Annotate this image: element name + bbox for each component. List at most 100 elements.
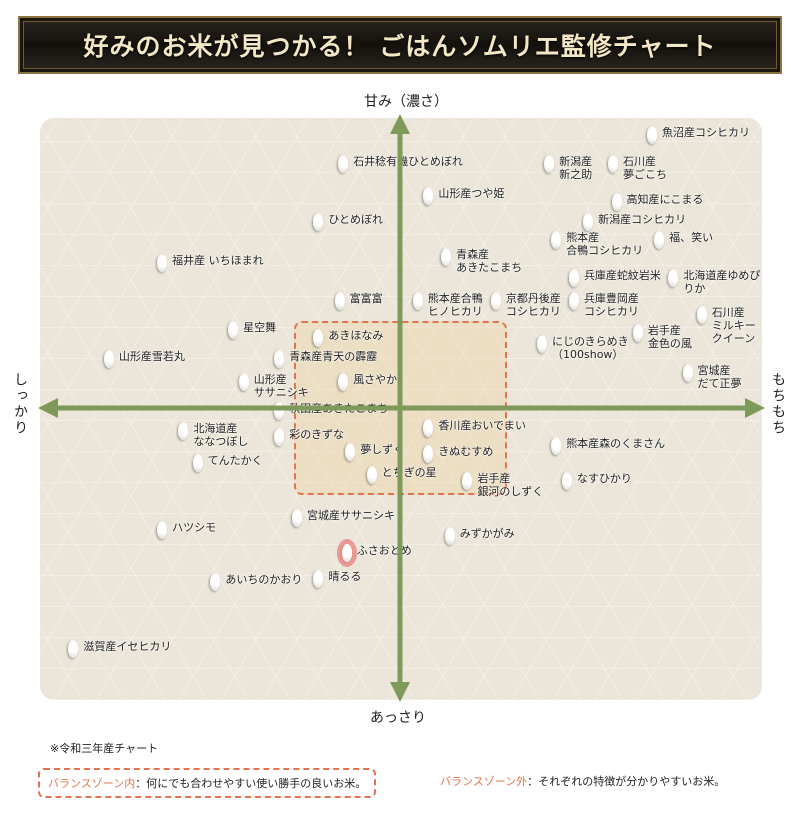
rice-grain-marker [103, 349, 114, 368]
rice-point-label: 兵庫豊岡産 コシヒカリ [583, 291, 639, 318]
rice-point-label: 風さやか [353, 372, 398, 386]
rice-point: ひとめぼれ [313, 213, 384, 232]
title-banner: 好みのお米が見つかる！ ごはんソムリエ監修チャート [18, 16, 782, 74]
rice-point-label: 熊本産 合鴨コシヒカリ [566, 230, 644, 257]
rice-point: 宮城産 だて正夢 [682, 364, 742, 391]
rice-point-label: 京都丹後産 コシヒカリ [505, 291, 561, 318]
rice-grain-marker [551, 436, 562, 455]
rice-point-label: 秋田産あきたこまち [289, 401, 389, 415]
y-axis-bottom-label: あっさり [370, 710, 426, 726]
legend-outside-key: バランスゾーン外 [440, 775, 528, 788]
rice-grain-marker [345, 442, 356, 461]
legend-inside-text: ：何にでも合わせやすい使い勝手の良いお米。 [135, 777, 367, 790]
rice-point: ハツシモ [157, 520, 216, 539]
rice-point-label: あいちのかおり [225, 573, 303, 586]
rice-grain-marker [423, 419, 434, 438]
rice-point: 星空舞 [228, 320, 277, 339]
rice-grain-marker [192, 454, 203, 473]
rice-point-label: 青森産青天の霹靂 [289, 349, 378, 363]
legend-outside-zone: バランスゾーン外：それぞれの特徴が分かりやすいお米。 [432, 768, 733, 794]
rice-point-label: 晴るる [328, 570, 362, 584]
rice-point-label: 夢しずく [360, 442, 405, 456]
rice-point: 晴るる [313, 570, 362, 589]
rice-grain-marker [632, 323, 643, 342]
rice-point-label: 石井稔有機ひとめぼれ [353, 155, 463, 169]
rice-point: 夢しずく [345, 442, 405, 461]
rice-grain-marker [228, 320, 239, 339]
rice-grain-marker [313, 213, 324, 232]
rice-grain-marker [338, 155, 349, 174]
legend-inside-key: バランスゾーン内 [48, 777, 136, 790]
rice-point: 高知産にこまる [611, 193, 704, 212]
rice-point: 秋田産あきたこまち [274, 401, 389, 420]
rice-grain-marker [568, 268, 579, 287]
rice-grain-marker [682, 364, 693, 383]
rice-point: 熊本産 合鴨コシヒカリ [551, 230, 644, 257]
rice-grain-marker [490, 291, 501, 310]
rice-point-label: 石川産 ミルキークイーン [711, 306, 756, 346]
rice-grain-marker [157, 254, 168, 272]
rice-grain-marker [441, 248, 452, 267]
rice-point: きぬむすめ [423, 445, 494, 464]
rice-point-label: 福、笑い [669, 230, 714, 244]
rice-grain-marker [462, 471, 473, 490]
rice-point-label: 青森産 あきたこまち [456, 248, 523, 275]
rice-point-label: ふさおとめ [356, 544, 412, 557]
rice-grain-marker [313, 329, 324, 348]
rice-grain-marker [274, 428, 285, 446]
rice-point-label: きぬむすめ [438, 445, 494, 459]
rice-point: 新潟産 新之助 [544, 155, 592, 181]
rice-grain-marker [608, 155, 618, 174]
rice-point-label: 北海道産ゆめぴりか [683, 268, 761, 295]
legend-outside-text: ：それぞれの特徴が分かりやすいお米。 [527, 775, 726, 788]
rice-point: 宮城産ササニシキ [292, 509, 395, 528]
rice-grain-marker [274, 349, 285, 368]
rice-grain-marker [551, 230, 562, 249]
rice-point-label: みずかがみ [459, 526, 515, 540]
rice-point: 風さやか [338, 372, 398, 391]
rice-point: 山形産雪若丸 [103, 349, 185, 368]
rice-grain-marker [444, 526, 455, 545]
x-axis-right-label: もちもち [770, 372, 786, 436]
rice-point-label: とちぎの星 [381, 465, 437, 479]
rice-point: 京都丹後産 コシヒカリ [490, 291, 561, 318]
rice-point: 石川産 夢ごこち [608, 155, 667, 181]
rice-point-label: 魚沼産コシヒカリ [662, 126, 751, 140]
rice-point: あいちのかおり [210, 573, 302, 591]
rice-grain-marker [544, 155, 555, 174]
rice-point-label: 宮城産 だて正夢 [697, 364, 742, 391]
rice-point: とちぎの星 [366, 465, 437, 484]
rice-point-label: 彩のきずな [289, 428, 344, 441]
rice-point-label: 新潟産コシヒカリ [598, 213, 687, 227]
rice-point: ふさおとめ [341, 544, 412, 562]
legend-inside-zone: バランスゾーン内：何にでも合わせやすい使い勝手の良いお米。 [38, 768, 377, 798]
rice-point-label: 星空舞 [243, 320, 277, 334]
rice-point-label: 福井産 いちほまれ [172, 254, 264, 267]
y-axis-top-label: 甘み（濃さ） [364, 94, 448, 110]
rice-point: 山形産つや姫 [423, 187, 504, 206]
rice-point-label: 新潟産 新之助 [559, 155, 593, 182]
rice-point: 福、笑い [654, 230, 714, 249]
rice-point: にじのきらめき （100show） [537, 335, 629, 361]
rice-grain-marker [696, 306, 707, 325]
rice-point: 岩手産 金色の風 [632, 323, 692, 350]
rice-point: てんたかく [192, 454, 263, 473]
rice-point: 石川産 ミルキークイーン [696, 306, 762, 346]
rice-grain-marker [568, 291, 579, 310]
rice-point-label: 高知産にこまる [626, 193, 704, 207]
rice-grain-marker [668, 268, 679, 287]
rice-point: 香川産おいでまい [423, 419, 526, 438]
rice-grain-highlighted-marker [341, 544, 352, 562]
rice-grain-marker [157, 520, 168, 539]
rice-point-label: 石川産 夢ごこち [623, 155, 667, 182]
rice-point-label: てんたかく [207, 454, 263, 468]
plot-area: 魚沼産コシヒカリ石井稔有機ひとめぼれ 新潟産 新之助 石川産 夢ごこち山形産つや姫 高… [40, 118, 762, 700]
rice-point: 岩手産 銀河のしずく [462, 471, 543, 498]
rice-point: 石井稔有機ひとめぼれ [338, 155, 463, 174]
rice-point-label: ひとめぼれ [328, 213, 384, 227]
rice-point-label: 富富富 [349, 291, 383, 305]
rice-grain-marker [412, 291, 423, 310]
rice-point: 北海道産ゆめぴりか [668, 268, 762, 295]
rice-grain-marker [423, 187, 434, 206]
